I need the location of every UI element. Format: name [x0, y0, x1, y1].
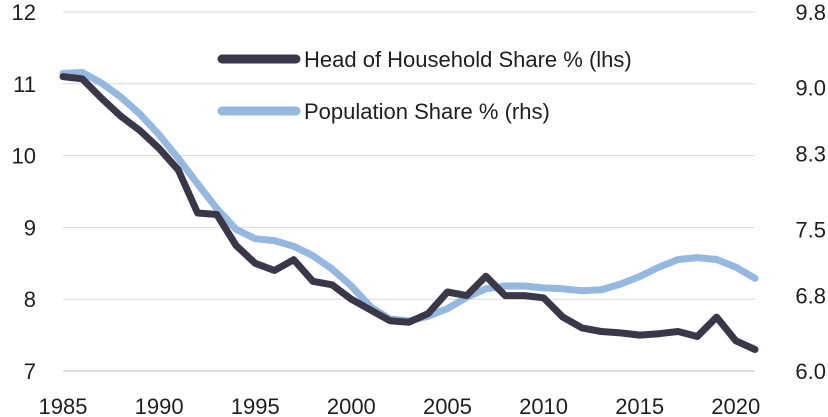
- right-tick-label: 9.8: [795, 0, 826, 25]
- x-tick-label: 2020: [711, 394, 760, 417]
- right-tick-label: 9.0: [795, 76, 826, 101]
- left-tick-label: 8: [24, 287, 36, 312]
- series-lines: [59, 69, 759, 353]
- left-tick-label: 11: [13, 72, 36, 97]
- left-tick-label: 7: [24, 359, 36, 384]
- x-axis-ticks: 1985 1990 1995 2000 2005 2010 2015 2020: [39, 394, 761, 417]
- legend-label-population: Population Share % (rhs): [304, 99, 550, 124]
- x-tick-label: 1995: [231, 394, 280, 417]
- legend-label-head-of-household: Head of Household Share % (lhs): [304, 47, 632, 72]
- right-tick-label: 6.8: [795, 283, 826, 308]
- x-tick-label: 2010: [519, 394, 568, 417]
- left-axis-ticks: 7 8 9 10 11 12: [12, 0, 36, 384]
- series-line-head-of-household: [59, 73, 759, 353]
- left-tick-label: 12: [12, 0, 36, 25]
- left-tick-label: 9: [24, 215, 36, 240]
- legend: Head of Household Share % (lhs) Populati…: [217, 47, 632, 124]
- x-tick-label: 2015: [615, 394, 664, 417]
- x-tick-label: 2005: [423, 394, 472, 417]
- right-tick-label: 6.0: [795, 359, 826, 384]
- left-tick-label: 10: [12, 144, 36, 169]
- x-tick-label: 1985: [39, 394, 88, 417]
- x-tick-label: 1990: [135, 394, 184, 417]
- right-tick-label: 8.3: [795, 142, 826, 167]
- right-tick-label: 7.5: [795, 217, 826, 242]
- right-axis-ticks: 6.0 6.8 7.5 8.3 9.0 9.8: [795, 0, 826, 384]
- x-tick-label: 2000: [327, 394, 376, 417]
